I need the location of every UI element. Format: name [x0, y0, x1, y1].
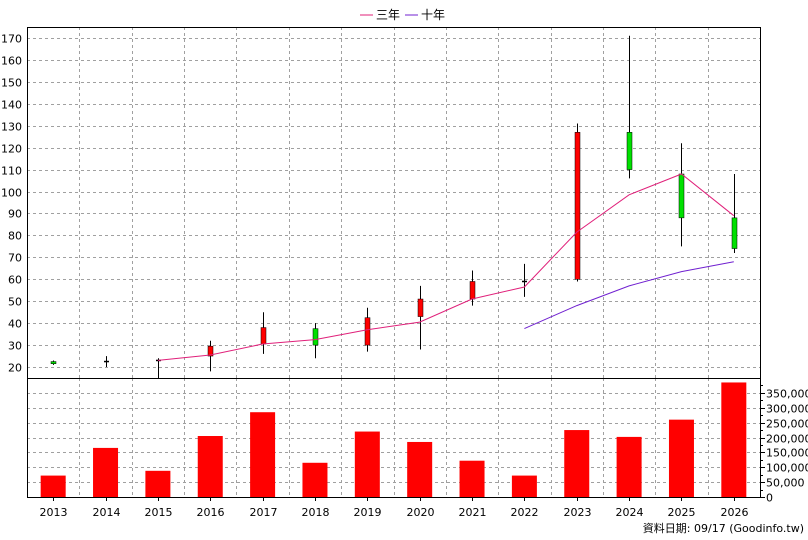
candle-body-2016	[207, 345, 214, 357]
price-tick-170: 170	[1, 33, 22, 46]
volume-bar-2019	[354, 431, 380, 497]
candle-body-2018	[312, 328, 319, 346]
x-tick-2016: 2016	[197, 506, 225, 519]
price-tick-160: 160	[1, 55, 22, 68]
price-tick-100: 100	[1, 187, 22, 200]
price-tick-50: 50	[8, 296, 22, 309]
x-tick-2019: 2019	[354, 506, 382, 519]
x-tick-2018: 2018	[302, 506, 330, 519]
legend-label-10yr: 十年	[421, 8, 445, 22]
volume-bar-2021	[459, 460, 485, 497]
series-line-10yr	[524, 261, 734, 330]
volume-tick-350000: 350,000	[766, 388, 808, 401]
price-tick-110: 110	[1, 165, 22, 178]
price-tick-40: 40	[8, 318, 22, 331]
volume-tick-50000: 50,000	[766, 477, 805, 490]
volume-tick-0: 0	[766, 492, 773, 505]
price-tick-150: 150	[1, 77, 22, 90]
volume-bars	[40, 382, 747, 497]
footer-source: 資料日期: 09/17 (Goodinfo.tw)	[643, 521, 804, 535]
x-tick-2015: 2015	[145, 506, 173, 519]
x-tick-2025: 2025	[668, 506, 696, 519]
x-tick-2017: 2017	[250, 506, 278, 519]
candle-body-2019	[364, 317, 371, 346]
volume-bar-2026	[721, 382, 747, 497]
volume-bar-2023	[564, 430, 590, 497]
price-tick-140: 140	[1, 99, 22, 112]
volume-bar-2022	[511, 475, 537, 497]
x-tick-2026: 2026	[721, 506, 749, 519]
volume-tick-300000: 300,000	[766, 403, 808, 416]
chart-legend: 三年 十年	[360, 8, 445, 22]
volume-bar-2024	[616, 436, 642, 497]
x-tick-2014: 2014	[93, 506, 121, 519]
price-tick-20: 20	[8, 362, 22, 375]
volume-bar-2025	[668, 419, 694, 497]
candlesticks	[50, 35, 738, 378]
volume-bar-2017	[250, 412, 276, 497]
volume-bar-2020	[407, 441, 433, 497]
moving-average-lines	[157, 173, 735, 361]
x-tick-2022: 2022	[511, 506, 539, 519]
x-tick-2013: 2013	[40, 506, 68, 519]
volume-panel-frame	[27, 378, 761, 498]
x-tick-2020: 2020	[407, 506, 435, 519]
candle-body-2025	[678, 173, 685, 219]
candle-body-2017	[260, 327, 267, 345]
volume-tick-150000: 150,000	[766, 447, 808, 460]
volume-bar-2015	[145, 470, 171, 497]
candle-body-2021	[469, 281, 476, 300]
x-axis: 2013 2014 2015 2016 2017 2018 2019 2020 2021 2022…	[40, 497, 749, 519]
price-y-axis: 20 30 40 50 60 70 80 90 100 110 120 130 140 150 160 170	[1, 33, 22, 375]
volume-tick-250000: 250,000	[766, 418, 808, 431]
candle-body-2024	[626, 132, 633, 170]
price-tick-60: 60	[8, 274, 22, 287]
volume-bar-2014	[93, 447, 119, 497]
price-grid	[27, 27, 761, 378]
price-tick-30: 30	[8, 340, 22, 353]
price-tick-80: 80	[8, 230, 22, 243]
candle-body-2026	[731, 217, 738, 249]
volume-bar-2018	[302, 462, 328, 497]
candle-body-2023	[574, 132, 581, 280]
x-tick-2023: 2023	[564, 506, 592, 519]
volume-bar-2013	[40, 475, 66, 497]
volume-grid	[27, 378, 761, 497]
price-tick-90: 90	[8, 208, 22, 221]
volume-bar-2016	[197, 436, 223, 497]
legend-label-3yr: 三年	[376, 8, 400, 22]
candle-body-2013	[50, 361, 57, 364]
volume-tick-100000: 100,000	[766, 462, 808, 475]
candle-body-2020	[417, 298, 424, 317]
series-line-3yr	[157, 173, 735, 361]
volume-tick-200000: 200,000	[766, 433, 808, 446]
price-tick-70: 70	[8, 252, 22, 265]
price-tick-130: 130	[1, 121, 22, 134]
x-tick-2021: 2021	[459, 506, 487, 519]
x-tick-2024: 2024	[616, 506, 644, 519]
price-tick-120: 120	[1, 143, 22, 156]
